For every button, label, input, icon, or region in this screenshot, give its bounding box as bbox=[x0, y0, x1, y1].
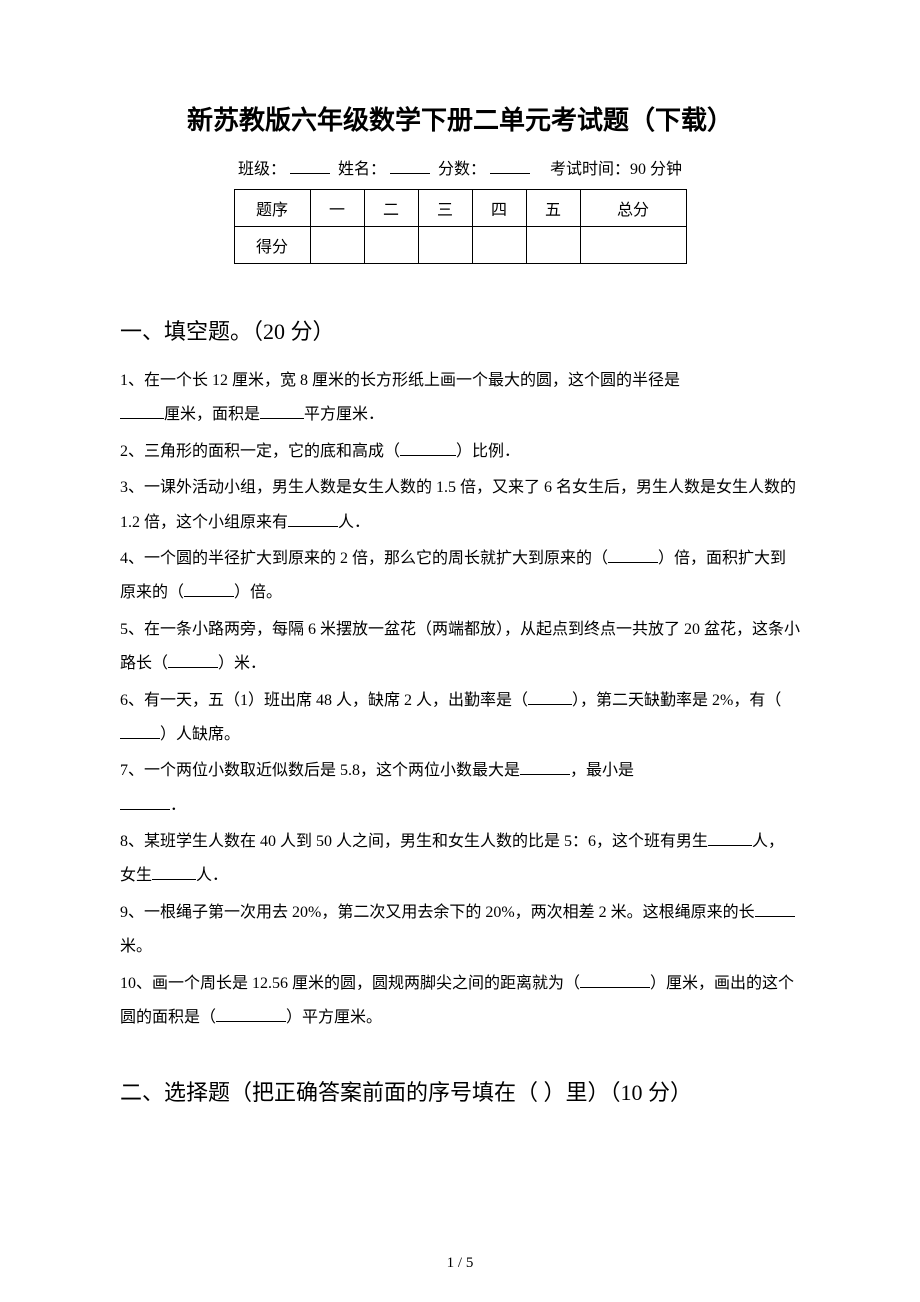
q6-blank-2 bbox=[120, 738, 160, 739]
q6-text-c: ）人缺席。 bbox=[160, 726, 240, 743]
question-5: 5、在一条小路两旁，每隔 6 米摆放一盆花（两端都放），从起点到终点一共放了 2… bbox=[120, 613, 800, 682]
question-9: 9、一根绳子第一次用去 20%，第二次又用去余下的 20%，两次相差 2 米。这… bbox=[120, 896, 800, 965]
q2-blank bbox=[400, 455, 456, 456]
q7-text-a: 7、一个两位小数取近似数后是 5.8，这个两位小数最大是 bbox=[120, 762, 520, 779]
score-cell-total bbox=[580, 227, 686, 264]
q8-blank-2 bbox=[152, 879, 196, 880]
q5-text-b: ）米． bbox=[218, 655, 266, 672]
q6-text-a: 6、有一天，五（1）班出席 48 人，缺席 2 人，出勤率是（ bbox=[120, 692, 528, 709]
q10-text-c: ）平方厘米。 bbox=[286, 1009, 382, 1026]
q4-blank-2 bbox=[184, 596, 234, 597]
question-10: 10、画一个周长是 12.56 厘米的圆，圆规两脚尖之间的距离就为（）厘米，画出… bbox=[120, 967, 800, 1036]
q9-text-b: 米。 bbox=[120, 938, 152, 955]
question-4: 4、一个圆的半径扩大到原来的 2 倍，那么它的周长就扩大到原来的（）倍，面积扩大… bbox=[120, 542, 800, 611]
question-1: 1、在一个长 12 厘米，宽 8 厘米的长方形纸上画一个最大的圆，这个圆的半径是… bbox=[120, 364, 800, 433]
q3-blank bbox=[288, 526, 338, 527]
q1-text-c: 平方厘米． bbox=[304, 406, 384, 423]
q8-text-a: 8、某班学生人数在 40 人到 50 人之间，男生和女生人数的比是 5：6，这个… bbox=[120, 833, 708, 850]
q3-text-b: 人． bbox=[338, 514, 370, 531]
score-cell-2 bbox=[364, 227, 418, 264]
q2-text-a: 2、三角形的面积一定，它的底和高成（ bbox=[120, 443, 400, 460]
page-title: 新苏教版六年级数学下册二单元考试题（下载） bbox=[120, 100, 800, 137]
q3-text-a: 3、一课外活动小组，男生人数是女生人数的 1.5 倍，又来了 6 名女生后，男生… bbox=[120, 479, 796, 530]
col-3: 三 bbox=[418, 190, 472, 227]
section-1-heading: 一、填空题。（20 分） bbox=[120, 314, 800, 346]
q10-blank-1 bbox=[580, 987, 650, 988]
q2-text-b: ）比例． bbox=[456, 443, 520, 460]
score-label: 分数： bbox=[438, 161, 486, 178]
table-score-row: 得分 bbox=[234, 227, 686, 264]
q9-blank bbox=[755, 916, 795, 917]
section-2-heading: 二、选择题（把正确答案前面的序号填在（ ）里）（10 分） bbox=[120, 1075, 800, 1107]
q8-blank-1 bbox=[708, 845, 752, 846]
col-4: 四 bbox=[472, 190, 526, 227]
q4-blank-1 bbox=[608, 562, 658, 563]
q5-blank bbox=[168, 667, 218, 668]
col-5: 五 bbox=[526, 190, 580, 227]
col-2: 二 bbox=[364, 190, 418, 227]
class-label: 班级： bbox=[238, 161, 286, 178]
q6-blank-1 bbox=[528, 704, 572, 705]
q10-text-a: 10、画一个周长是 12.56 厘米的圆，圆规两脚尖之间的距离就为（ bbox=[120, 975, 580, 992]
q1-blank-1 bbox=[120, 418, 164, 419]
score-cell-4 bbox=[472, 227, 526, 264]
q4-text-a: 4、一个圆的半径扩大到原来的 2 倍，那么它的周长就扩大到原来的（ bbox=[120, 550, 608, 567]
score-blank bbox=[490, 160, 530, 174]
q7-blank-2 bbox=[120, 809, 170, 810]
col-1: 一 bbox=[310, 190, 364, 227]
question-3: 3、一课外活动小组，男生人数是女生人数的 1.5 倍，又来了 6 名女生后，男生… bbox=[120, 471, 800, 540]
col-total: 总分 bbox=[580, 190, 686, 227]
name-blank bbox=[390, 160, 430, 174]
class-blank bbox=[290, 160, 330, 174]
q7-text-b: ，最小是 bbox=[570, 762, 634, 779]
meta-line: 班级： 姓名： 分数： 考试时间：90 分钟 bbox=[120, 155, 800, 179]
score-row-label: 得分 bbox=[234, 227, 310, 264]
question-7: 7、一个两位小数取近似数后是 5.8，这个两位小数最大是 ，最小是 ． bbox=[120, 754, 800, 823]
q10-blank-2 bbox=[216, 1021, 286, 1022]
q1-text-b: 厘米，面积是 bbox=[164, 406, 260, 423]
q1-blank-2 bbox=[260, 418, 304, 419]
header-label: 题序 bbox=[234, 190, 310, 227]
q7-blank-1 bbox=[520, 774, 570, 775]
q7-text-c: ． bbox=[170, 797, 186, 814]
question-8: 8、某班学生人数在 40 人到 50 人之间，男生和女生人数的比是 5：6，这个… bbox=[120, 825, 800, 894]
page-number: 1 / 5 bbox=[0, 1255, 920, 1272]
question-6: 6、有一天，五（1）班出席 48 人，缺席 2 人，出勤率是（ ），第二天缺勤率是… bbox=[120, 684, 800, 753]
q8-text-c: 人． bbox=[196, 867, 228, 884]
q4-text-c: ）倍。 bbox=[234, 584, 282, 601]
score-cell-3 bbox=[418, 227, 472, 264]
score-table: 题序 一 二 三 四 五 总分 得分 bbox=[234, 189, 687, 264]
score-cell-1 bbox=[310, 227, 364, 264]
time-label: 考试时间：90 分钟 bbox=[550, 161, 682, 178]
question-2: 2、三角形的面积一定，它的底和高成（ ）比例． bbox=[120, 435, 800, 469]
name-label: 姓名： bbox=[338, 161, 386, 178]
q9-text-a: 9、一根绳子第一次用去 20%，第二次又用去余下的 20%，两次相差 2 米。这… bbox=[120, 904, 755, 921]
score-cell-5 bbox=[526, 227, 580, 264]
q1-text-a: 1、在一个长 12 厘米，宽 8 厘米的长方形纸上画一个最大的圆，这个圆的半径是 bbox=[120, 372, 680, 389]
q6-text-b: ），第二天缺勤率是 2%，有（ bbox=[572, 692, 781, 709]
table-header-row: 题序 一 二 三 四 五 总分 bbox=[234, 190, 686, 227]
